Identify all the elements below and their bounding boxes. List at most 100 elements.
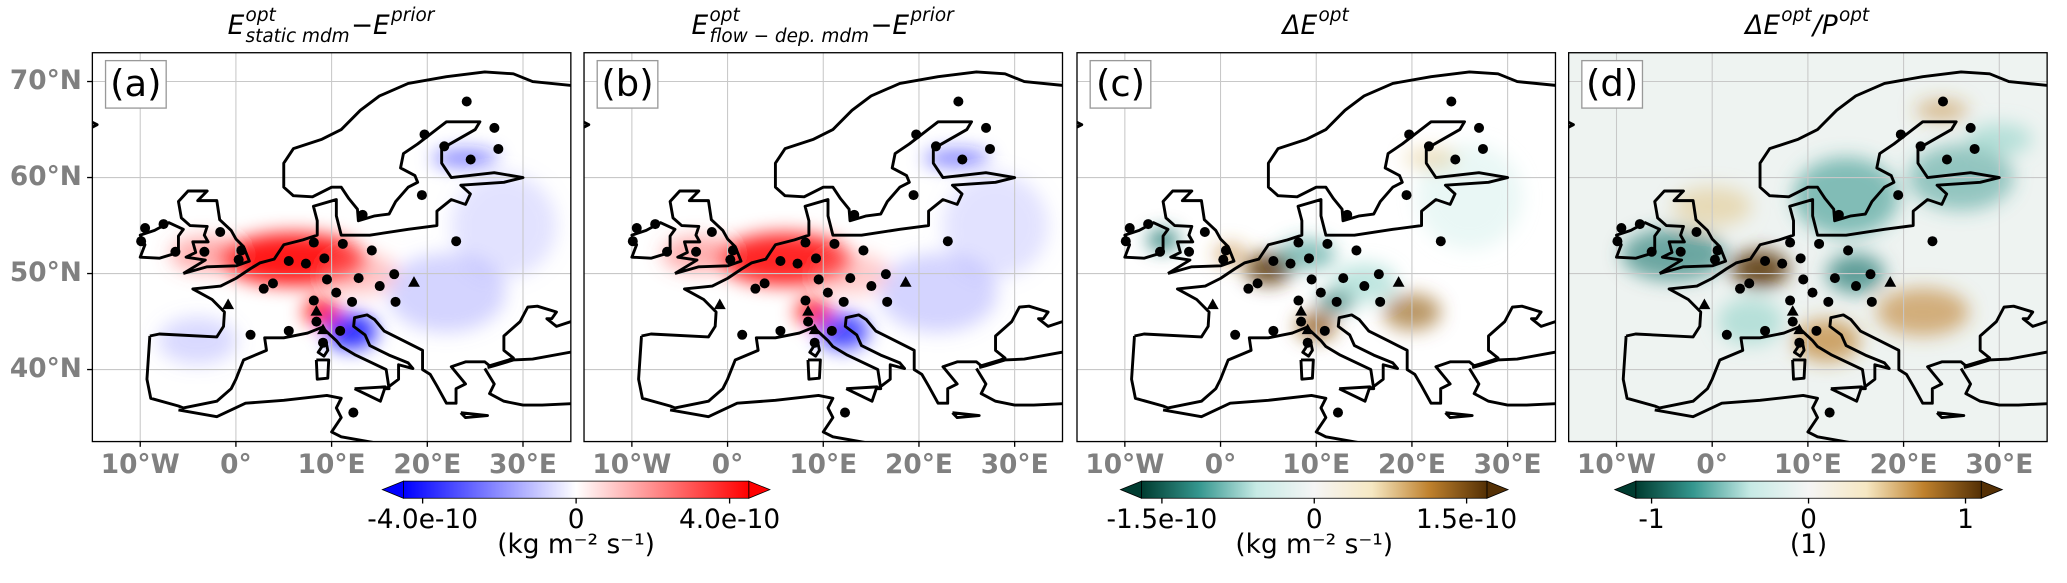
station (908, 190, 919, 201)
station (1760, 325, 1771, 336)
station (627, 236, 638, 247)
station (813, 274, 824, 285)
map-panel: (d) 10°W 0° 10°E 20°E 30°E (1567, 52, 2048, 480)
station (662, 246, 673, 257)
station (1220, 245, 1231, 256)
x-tick-label: 10°W (1577, 450, 1656, 480)
station (1712, 245, 1723, 256)
station (1811, 325, 1822, 336)
station (1721, 329, 1732, 340)
station (845, 273, 856, 284)
station (233, 254, 244, 265)
station (880, 269, 891, 280)
coastline (584, 70, 1063, 442)
panel-label: (b) (601, 62, 653, 105)
station (650, 219, 661, 230)
station (136, 236, 147, 247)
station-triangle (713, 298, 726, 310)
station (826, 325, 837, 336)
station (318, 337, 329, 348)
station (1243, 283, 1254, 294)
station (300, 258, 311, 269)
station (419, 129, 430, 140)
colorbar-tick-label: -1 (1638, 505, 1664, 535)
colorbar-extend-high (748, 480, 771, 499)
coastline (1568, 70, 2048, 442)
field-blob (1416, 144, 1523, 250)
station (750, 283, 761, 294)
station (1404, 129, 1415, 140)
station-triangle (899, 276, 912, 287)
station (858, 245, 869, 256)
station (337, 238, 348, 249)
colorbar-extend-low (381, 480, 404, 499)
station-triangle (808, 323, 821, 335)
station (1734, 283, 1746, 294)
panel-label-box (104, 59, 167, 109)
field-blob (387, 253, 506, 333)
station (775, 255, 786, 266)
station (1829, 273, 1840, 284)
station (1303, 253, 1314, 264)
station (1375, 296, 1386, 307)
colorbar (1141, 480, 1488, 499)
station (930, 141, 941, 152)
station (1823, 296, 1834, 307)
station (1296, 316, 1307, 327)
colorbar-extend-high (1980, 480, 2004, 499)
panel-title: ΔE opt (1280, 5, 1349, 41)
station (691, 246, 702, 257)
y-tick-label: 50°N (10, 258, 82, 288)
station (981, 122, 992, 133)
station (1616, 223, 1627, 234)
panel-label: (d) (1586, 62, 1638, 105)
station-triangle (408, 276, 420, 287)
station (1777, 258, 1788, 269)
station (1285, 258, 1296, 269)
field-blob (1794, 319, 1860, 362)
station (1969, 143, 1980, 154)
station (1435, 236, 1446, 247)
station (416, 190, 427, 201)
station-triangle (310, 305, 323, 316)
x-tick-label: 10°W (101, 450, 180, 480)
title-sub: flow − dep. mdm (709, 26, 869, 47)
station (1646, 246, 1657, 257)
station-triangle (1392, 276, 1405, 287)
station (1843, 245, 1854, 256)
station (631, 223, 642, 234)
station (1927, 236, 1938, 247)
field-blob (1793, 157, 1899, 237)
station (1634, 219, 1645, 230)
station (1474, 122, 1485, 133)
station (1760, 255, 1771, 266)
station-triangle (802, 305, 815, 316)
station (236, 245, 247, 256)
station (1941, 154, 1952, 165)
station (319, 253, 330, 264)
station (866, 281, 877, 292)
station (1322, 238, 1333, 249)
map-content (1568, 52, 2048, 442)
station (800, 237, 811, 248)
station (942, 236, 953, 247)
station (1252, 278, 1263, 289)
station (840, 407, 851, 418)
station (1807, 287, 1818, 298)
station-triangle (1698, 298, 1711, 310)
x-tick-label: 20°E (1870, 450, 1938, 480)
x-tick-label: 0° (1205, 450, 1237, 480)
field-blob (1404, 147, 1458, 169)
station (1915, 141, 1926, 152)
station (1450, 154, 1461, 165)
station (451, 236, 462, 247)
x-tick-label: 10°E (298, 450, 366, 480)
station (803, 316, 814, 327)
field-blob (1876, 288, 1969, 336)
station-triangle (1884, 276, 1897, 287)
station (1824, 407, 1835, 418)
station (829, 238, 840, 249)
station (158, 219, 169, 230)
